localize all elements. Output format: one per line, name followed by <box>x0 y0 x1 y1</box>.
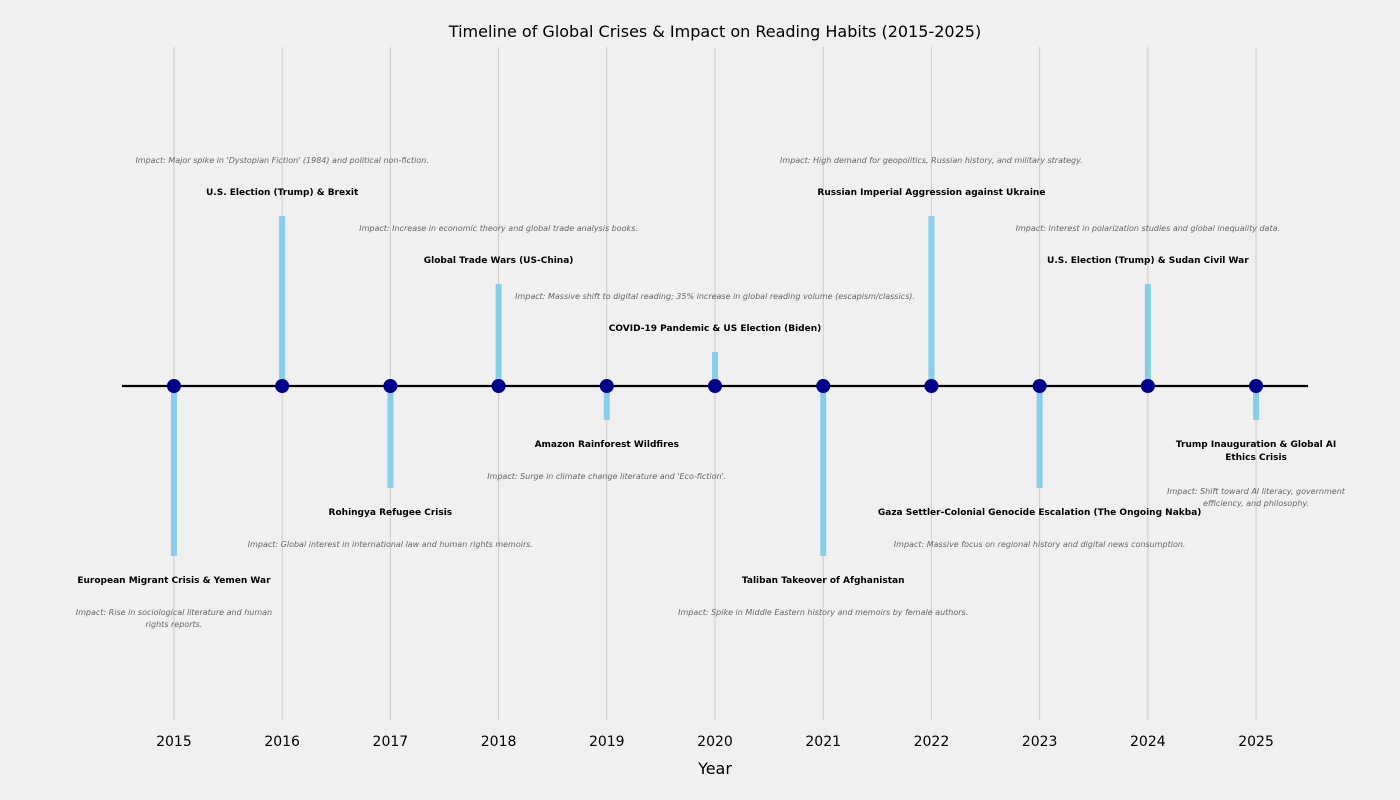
x-tick-label: 2025 <box>1238 734 1274 750</box>
x-tick-label: 2023 <box>1022 734 1058 750</box>
markers <box>166 379 1264 393</box>
x-tick-label: 2024 <box>1130 734 1166 750</box>
x-tick-labels: 2015 2016 2017 2018 2019 2020 2021 2022 2023 2024… <box>156 734 1274 750</box>
impact-label-2019: Impact: Surge in climate change literatu… <box>487 472 726 481</box>
x-tick-label: 2021 <box>805 734 841 750</box>
impact-label-2021: Impact: Spike in Middle Eastern history … <box>678 608 968 617</box>
event-label-2024: U.S. Election (Trump) & Sudan Civil War <box>1047 256 1249 266</box>
event-label-2020: COVID-19 Pandemic & US Election (Biden) <box>609 324 821 334</box>
event-label-2022: Russian Imperial Aggression against Ukra… <box>817 188 1045 198</box>
impact-label-2023: Impact: Massive focus on regional histor… <box>894 540 1186 549</box>
marker-2015 <box>166 379 181 393</box>
x-axis-label: Year <box>697 759 732 778</box>
impact-label-2020: Impact: Massive shift to digital reading… <box>515 292 915 301</box>
marker-2024 <box>1140 379 1155 393</box>
event-label-2016: U.S. Election (Trump) & Brexit <box>206 188 359 198</box>
marker-2017 <box>383 379 398 393</box>
x-tick-label: 2019 <box>589 734 625 750</box>
event-label-2025: Trump Inauguration & Global AI Ethics Cri… <box>1176 440 1336 463</box>
impact-label-2018: Impact: Increase in economic theory and … <box>359 224 638 233</box>
stems <box>170 216 1260 556</box>
chart-title: Timeline of Global Crises & Impact on Re… <box>448 22 981 41</box>
marker-2022 <box>924 379 939 393</box>
x-tick-label: 2020 <box>697 734 733 750</box>
event-label-2017: Rohingya Refugee Crisis <box>329 508 453 518</box>
marker-2023 <box>1032 379 1047 393</box>
x-tick-label: 2022 <box>914 734 950 750</box>
marker-2018 <box>491 379 506 393</box>
event-label-2021: Taliban Takeover of Afghanistan <box>742 576 905 586</box>
event-label-2019: Amazon Rainforest Wildfires <box>535 440 679 450</box>
impact-label-2022: Impact: High demand for geopolitics, Rus… <box>780 156 1083 165</box>
impact-label-2015: Impact: Rise in sociological literature … <box>76 608 272 629</box>
marker-2020 <box>708 379 722 393</box>
event-label-2023: Gaza Settler-Colonial Genocide Escalatio… <box>878 508 1202 518</box>
event-labels: European Migrant Crisis & Yemen War Impac… <box>76 156 1346 629</box>
impact-label-2025: Impact: Shift toward AI literacy, govern… <box>1167 487 1346 508</box>
marker-2019 <box>599 379 614 393</box>
event-label-2015: European Migrant Crisis & Yemen War <box>77 576 271 586</box>
marker-2021 <box>816 379 831 393</box>
impact-label-2024: Impact: Interest in polarization studies… <box>1016 224 1280 233</box>
x-tick-label: 2015 <box>156 734 192 750</box>
x-tick-label: 2018 <box>481 734 517 750</box>
x-tick-label: 2017 <box>373 734 409 750</box>
x-tick-label: 2016 <box>264 734 300 750</box>
event-label-2018: Global Trade Wars (US-China) <box>424 256 574 266</box>
marker-2016 <box>275 379 290 393</box>
marker-2025 <box>1249 379 1264 393</box>
impact-label-2016: Impact: Major spike in 'Dystopian Fictio… <box>135 156 428 165</box>
impact-label-2017: Impact: Global interest in international… <box>248 540 533 549</box>
